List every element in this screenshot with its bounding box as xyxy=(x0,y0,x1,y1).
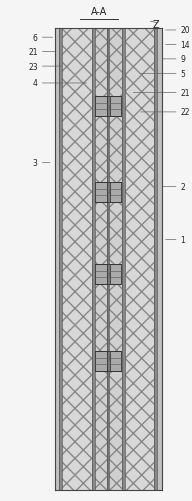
Text: 14: 14 xyxy=(181,41,190,50)
Text: 21: 21 xyxy=(181,89,190,98)
Bar xyxy=(110,96,121,117)
Text: 3: 3 xyxy=(33,159,38,168)
Text: 20: 20 xyxy=(181,27,190,36)
Bar xyxy=(95,351,107,371)
Bar xyxy=(95,29,108,490)
Bar xyxy=(157,29,162,490)
Bar xyxy=(62,29,92,490)
Bar xyxy=(110,265,121,285)
Text: Z: Z xyxy=(152,20,159,30)
Text: 22: 22 xyxy=(181,108,190,117)
Bar xyxy=(95,96,107,117)
Bar xyxy=(108,29,109,490)
Bar xyxy=(92,29,95,490)
Bar xyxy=(59,29,62,490)
Bar xyxy=(154,29,157,490)
Bar xyxy=(109,29,122,490)
Bar xyxy=(55,29,59,490)
Bar xyxy=(125,29,154,490)
Text: A-A: A-A xyxy=(91,7,107,17)
Bar xyxy=(95,183,107,203)
Text: 23: 23 xyxy=(28,63,38,72)
Bar xyxy=(95,265,107,285)
Bar xyxy=(62,29,92,490)
Text: 1: 1 xyxy=(181,235,185,244)
Text: 21: 21 xyxy=(28,48,38,57)
Bar xyxy=(110,351,121,371)
Bar xyxy=(95,29,108,490)
Text: 6: 6 xyxy=(33,34,38,43)
Bar xyxy=(125,29,154,490)
Bar xyxy=(110,183,121,203)
Text: 5: 5 xyxy=(181,70,185,79)
Text: 9: 9 xyxy=(181,55,185,64)
Bar xyxy=(109,29,122,490)
Text: 4: 4 xyxy=(33,79,38,88)
Bar xyxy=(122,29,125,490)
Text: 2: 2 xyxy=(181,183,185,192)
